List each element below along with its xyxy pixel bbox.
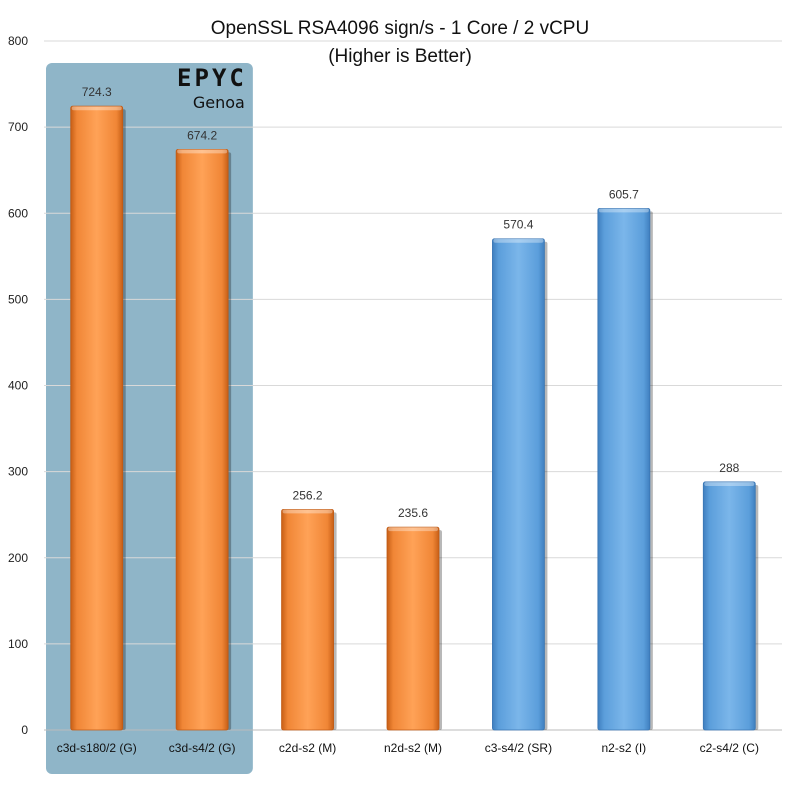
bar-bevel (704, 481, 755, 486)
epyc-logo-text: EPYC (177, 64, 247, 92)
data-label: 724.3 (82, 85, 112, 99)
bar-1 (70, 105, 124, 731)
x-tick-label: c3d-s4/2 (G) (169, 741, 236, 755)
chart-subtitle: (Higher is Better) (328, 46, 472, 67)
y-tick-label: 300 (8, 465, 28, 479)
data-label: 256.2 (293, 488, 323, 502)
x-tick-label: c3d-s180/2 (G) (57, 741, 137, 755)
bar-bevel (177, 149, 228, 154)
data-label: 288 (719, 461, 739, 475)
bar-2 (175, 148, 229, 731)
y-tick-label: 700 (8, 120, 28, 134)
y-tick-label: 600 (8, 206, 28, 220)
bar-6 (597, 207, 651, 731)
y-tick-label: 400 (8, 379, 28, 393)
y-tick-label: 500 (8, 292, 28, 306)
x-tick-label: n2d-s2 (M) (384, 741, 442, 755)
genoa-logo-text: Genoa (193, 93, 245, 112)
y-tick-label: 800 (8, 34, 28, 48)
x-tick-label: c2d-s2 (M) (279, 741, 336, 755)
bar-7 (702, 481, 756, 731)
y-tick-label: 200 (8, 551, 28, 565)
y-tick-label: 100 (8, 637, 28, 651)
bar-4 (386, 526, 440, 731)
x-tick-label: c3-s4/2 (SR) (485, 741, 552, 755)
bar-bevel (598, 208, 649, 213)
data-label: 674.2 (187, 128, 217, 142)
bar-bevel (282, 509, 333, 514)
bar-bevel (71, 106, 122, 111)
x-tick-label: c2-s4/2 (C) (700, 741, 759, 755)
bar-3 (281, 508, 334, 731)
data-label: 235.6 (398, 506, 428, 520)
bar-5 (492, 238, 545, 731)
data-label: 570.4 (503, 218, 533, 232)
bar-bevel (388, 527, 438, 532)
chart-title: OpenSSL RSA4096 sign/s - 1 Core / 2 vCPU (211, 18, 589, 39)
y-tick-label: 0 (21, 723, 28, 737)
data-label: 605.7 (609, 187, 639, 201)
x-tick-label: n2-s2 (I) (602, 741, 647, 755)
bar-bevel (493, 238, 544, 243)
